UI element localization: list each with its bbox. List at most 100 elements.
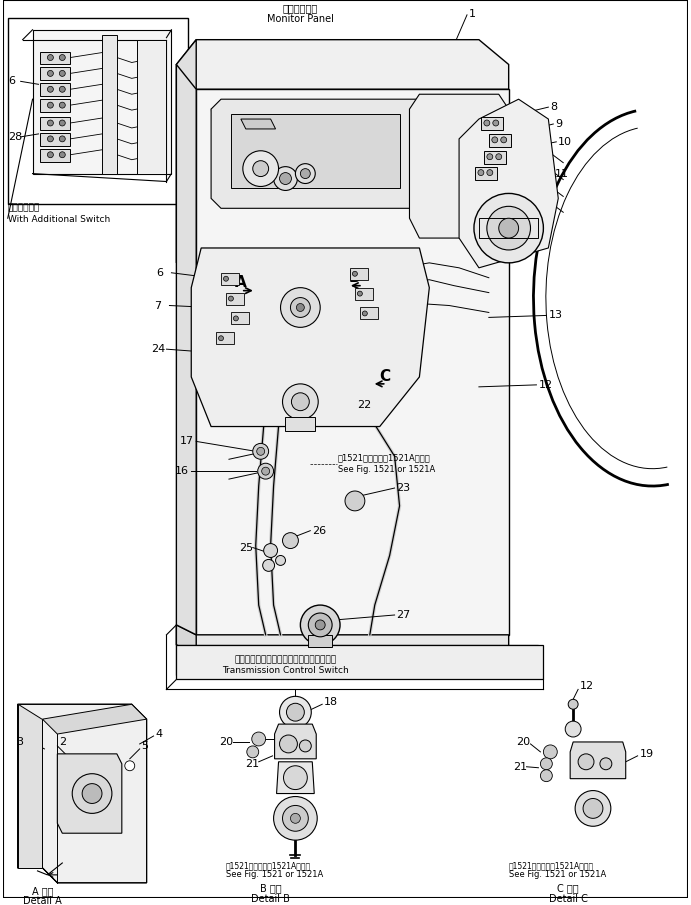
Text: 5: 5	[142, 741, 149, 751]
Text: 3: 3	[17, 737, 23, 747]
Polygon shape	[176, 625, 509, 654]
Circle shape	[296, 303, 304, 311]
Circle shape	[59, 102, 65, 108]
Text: 12: 12	[538, 380, 553, 390]
Text: 14: 14	[241, 182, 255, 192]
Text: Detail A: Detail A	[23, 896, 61, 905]
Circle shape	[345, 491, 365, 510]
Circle shape	[499, 218, 518, 238]
Circle shape	[283, 533, 299, 548]
Bar	[231, 312, 249, 324]
Bar	[41, 148, 70, 162]
Polygon shape	[18, 704, 42, 868]
Text: 16: 16	[174, 466, 189, 476]
Circle shape	[283, 384, 319, 420]
Polygon shape	[176, 644, 543, 680]
Circle shape	[478, 169, 484, 176]
Bar	[41, 117, 70, 130]
Text: With Additional Switch: With Additional Switch	[8, 214, 110, 224]
Circle shape	[59, 136, 65, 142]
Bar	[481, 117, 503, 130]
Text: 11: 11	[556, 168, 569, 178]
Polygon shape	[211, 100, 449, 208]
Bar	[41, 133, 70, 146]
Text: 15: 15	[332, 156, 346, 166]
Text: Monitor Panel: Monitor Panel	[267, 14, 334, 24]
Circle shape	[357, 291, 362, 296]
Circle shape	[48, 120, 53, 126]
Circle shape	[48, 152, 53, 157]
Text: 24: 24	[151, 344, 166, 354]
Bar	[489, 134, 511, 147]
Circle shape	[280, 173, 292, 185]
Circle shape	[495, 154, 502, 159]
Text: 13: 13	[549, 310, 562, 320]
Bar	[285, 416, 315, 432]
Polygon shape	[137, 40, 167, 174]
Text: 19: 19	[640, 748, 654, 759]
Circle shape	[299, 740, 311, 752]
Text: 25: 25	[239, 542, 253, 553]
Text: 6: 6	[8, 76, 15, 86]
Circle shape	[575, 791, 611, 826]
Polygon shape	[176, 644, 538, 674]
Text: Detail C: Detail C	[549, 893, 587, 904]
Circle shape	[301, 168, 310, 178]
Text: See Fig. 1521 or 1521A: See Fig. 1521 or 1521A	[338, 464, 435, 473]
Circle shape	[283, 766, 307, 789]
Circle shape	[263, 559, 274, 571]
Bar	[221, 272, 239, 285]
Text: A: A	[235, 275, 247, 291]
Text: 第1521図または第1521A図参照: 第1521図または第1521A図参照	[338, 453, 430, 462]
Circle shape	[484, 120, 490, 126]
Circle shape	[450, 41, 458, 49]
Text: 9: 9	[556, 119, 562, 129]
Circle shape	[565, 721, 581, 737]
Circle shape	[540, 770, 552, 782]
Circle shape	[362, 311, 368, 316]
Bar	[41, 83, 70, 96]
Circle shape	[247, 746, 258, 757]
Text: 28: 28	[8, 132, 22, 142]
Text: 21: 21	[513, 762, 527, 772]
Circle shape	[315, 620, 325, 630]
Polygon shape	[42, 704, 146, 734]
Polygon shape	[18, 704, 146, 882]
Text: 12: 12	[580, 681, 594, 691]
Circle shape	[48, 54, 53, 61]
Polygon shape	[196, 90, 509, 634]
Polygon shape	[459, 100, 558, 268]
Polygon shape	[176, 64, 196, 634]
Text: 増設スイッチ: 増設スイッチ	[8, 204, 40, 213]
Circle shape	[59, 86, 65, 92]
Polygon shape	[191, 248, 429, 426]
Text: 4: 4	[155, 729, 162, 739]
Circle shape	[276, 556, 285, 566]
Circle shape	[59, 120, 65, 126]
Circle shape	[252, 732, 265, 746]
Circle shape	[280, 696, 311, 728]
Circle shape	[493, 120, 499, 126]
Bar	[308, 634, 332, 647]
Bar	[102, 34, 117, 174]
Circle shape	[48, 102, 53, 108]
Circle shape	[59, 54, 65, 61]
Text: See Fig. 1521 or 1521A: See Fig. 1521 or 1521A	[226, 871, 323, 880]
Circle shape	[234, 316, 238, 321]
Text: Detail B: Detail B	[251, 893, 290, 904]
Circle shape	[223, 276, 229, 281]
Circle shape	[578, 754, 594, 770]
Text: 1: 1	[469, 9, 476, 19]
Circle shape	[264, 544, 278, 557]
Circle shape	[48, 86, 53, 92]
Text: B 詳細: B 詳細	[260, 882, 281, 892]
Circle shape	[274, 167, 297, 190]
Circle shape	[308, 613, 332, 637]
Bar	[41, 68, 70, 81]
Circle shape	[257, 447, 265, 455]
Polygon shape	[176, 40, 196, 262]
Circle shape	[568, 700, 578, 710]
Bar	[41, 100, 70, 112]
Circle shape	[290, 298, 310, 318]
Circle shape	[59, 152, 65, 157]
